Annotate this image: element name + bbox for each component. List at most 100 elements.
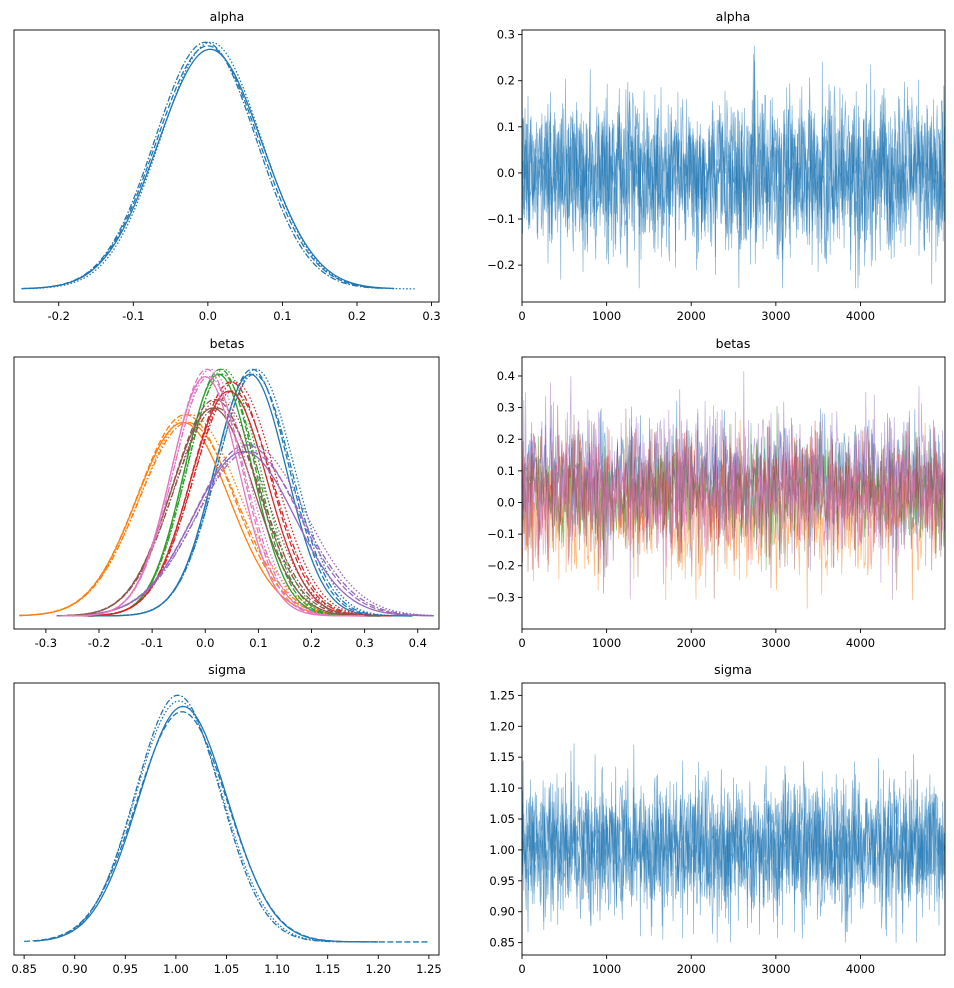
y-tick-label: 0.2: [497, 74, 515, 88]
density-curve: [61, 375, 365, 617]
y-tick-label: 0.85: [489, 936, 515, 950]
density-curve: [56, 444, 434, 617]
y-tick-label: 1.20: [489, 719, 515, 733]
y-tick-label: 0.3: [497, 401, 515, 415]
x-tick-label: 0.1: [273, 309, 291, 323]
x-tick-label: 0.1: [249, 636, 267, 650]
y-tick-label: 0.95: [489, 874, 515, 888]
density-curve: [67, 407, 381, 617]
density-curve: [28, 41, 417, 290]
axes-frame: [521, 682, 946, 956]
y-tick-label: −0.3: [487, 590, 515, 604]
x-tick-label: 4000: [846, 309, 875, 323]
x-tick-label: 0.2: [302, 636, 320, 650]
panel-betas-density: betas -0.3 -0.2 -0.1 0.0 0.1 0.2 0.3 0.4: [13, 336, 440, 650]
density-curve: [61, 375, 365, 617]
y-tick-label: 0.90: [489, 905, 515, 919]
y-tick-label: 1.10: [489, 781, 515, 795]
x-tick-label: 0.85: [11, 962, 37, 976]
y-tick-label: 0.3: [497, 28, 515, 42]
x-tick-label: 0.0: [196, 636, 214, 650]
panel-title: alpha: [716, 9, 751, 24]
x-tick-label: -0.1: [141, 636, 163, 650]
trace-line: [522, 754, 945, 943]
x-tick-label: 1.20: [365, 962, 391, 976]
y-tick-label: −0.2: [487, 258, 515, 272]
density-curve: [28, 41, 380, 290]
x-tick-label: 1000: [592, 636, 621, 650]
axes-frame: [13, 356, 440, 630]
axes-frame: [521, 29, 946, 303]
x-tick-label: 2000: [677, 309, 706, 323]
x-tick-label: 4000: [846, 962, 875, 976]
x-tick-label: 0.95: [113, 962, 139, 976]
y-tick-label: 1.15: [489, 750, 515, 764]
x-tick-label: 3000: [761, 962, 790, 976]
y-tick-label: 1.25: [489, 688, 515, 702]
x-tick-label: 0: [518, 962, 525, 976]
density-curve: [72, 368, 381, 617]
density-curve: [56, 444, 434, 617]
x-tick-label: 0.0: [199, 309, 217, 323]
x-tick-label: 0: [518, 309, 525, 323]
x-tick-label: -0.2: [48, 309, 70, 323]
y-tick-label: 0.2: [497, 432, 515, 446]
density-curve: [72, 381, 392, 617]
trace-line: [522, 427, 945, 588]
density-curve: [24, 711, 429, 943]
panel-sigma-trace: sigma 0 1000 2000 3000 4000 0.85 0.90 0.95 1.00…: [489, 662, 946, 976]
y-tick-label: 0.0: [497, 166, 515, 180]
density-curve: [61, 368, 365, 617]
x-tick-label: 3000: [761, 309, 790, 323]
panel-sigma-density: sigma 0.85 0.90 0.95 1.00 1.05 1.10 1.15 1.20 1.…: [11, 662, 441, 976]
density-curve: [72, 373, 381, 617]
density-curve: [34, 705, 379, 943]
y-tick-label: 0.4: [497, 369, 515, 383]
y-tick-label: 0.0: [497, 495, 515, 509]
x-tick-label: 0.90: [62, 962, 88, 976]
x-tick-label: 2000: [677, 962, 706, 976]
x-tick-label: 0.2: [348, 309, 366, 323]
density-curve: [44, 700, 379, 943]
x-tick-label: 1.05: [214, 962, 240, 976]
y-tick-label: 1.05: [489, 812, 515, 826]
x-tick-label: 2000: [677, 636, 706, 650]
y-tick-label: −0.2: [487, 559, 515, 573]
axes-frame: [521, 356, 946, 630]
panel-title: sigma: [714, 662, 752, 677]
y-tick-label: −0.1: [487, 212, 515, 226]
panel-alpha-density: alpha -0.2 -0.1 0.0 0.1 0.2 0.3: [13, 9, 441, 323]
y-tick-label: 0.1: [497, 464, 515, 478]
x-tick-label: 1000: [592, 309, 621, 323]
density-curve: [88, 373, 413, 617]
y-tick-label: −0.1: [487, 527, 515, 541]
density-curve: [61, 368, 365, 617]
trace-line: [522, 371, 945, 600]
x-tick-label: 0: [518, 636, 525, 650]
x-tick-label: 3000: [761, 636, 790, 650]
axes-frame: [13, 29, 440, 303]
x-tick-label: -0.3: [35, 636, 57, 650]
density-curve: [67, 398, 381, 617]
x-tick-label: 4000: [846, 636, 875, 650]
panel-alpha-trace: alpha 0 1000 2000 3000 4000 −0.2 −0.1 0.0 0.1 0.…: [487, 9, 946, 323]
density-curve: [21, 48, 395, 290]
panel-title: alpha: [210, 9, 245, 24]
panel-betas-trace: betas 0 1000 2000 3000 4000 −0.3 −0.2 −0.1 0.0 0…: [487, 336, 946, 650]
x-tick-label: 1.10: [264, 962, 290, 976]
panel-title: betas: [716, 336, 751, 351]
y-tick-label: 0.1: [497, 120, 515, 134]
x-tick-label: 1000: [592, 962, 621, 976]
x-tick-label: 0.4: [409, 636, 427, 650]
x-tick-label: 1.25: [416, 962, 442, 976]
x-tick-label: -0.2: [88, 636, 110, 650]
axes-frame: [13, 682, 440, 956]
y-tick-label: 1.00: [489, 843, 515, 857]
density-curve: [72, 373, 381, 617]
panel-title: betas: [210, 336, 245, 351]
x-tick-label: 1.15: [315, 962, 341, 976]
panel-title: sigma: [208, 662, 246, 677]
density-curve: [19, 413, 365, 617]
x-tick-label: -0.1: [122, 309, 144, 323]
